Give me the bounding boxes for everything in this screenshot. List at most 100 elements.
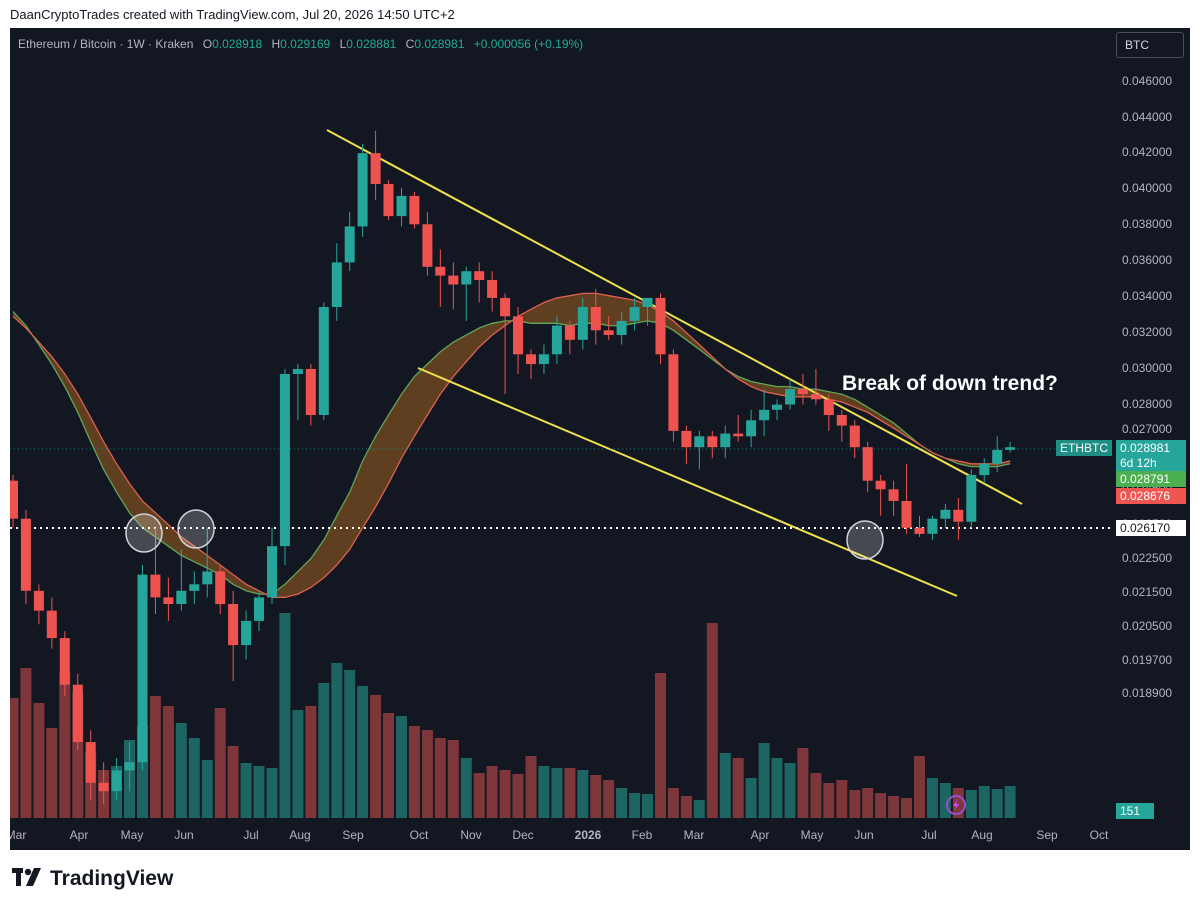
candle bbox=[241, 610, 252, 660]
time-tick-label: Dec bbox=[512, 828, 533, 842]
ticker-tag: ETHBTC bbox=[1056, 440, 1112, 456]
volume-bars bbox=[10, 613, 1016, 818]
volume-bar bbox=[784, 763, 796, 818]
currency-button[interactable]: BTC bbox=[1116, 32, 1184, 58]
volume-bar bbox=[149, 696, 161, 818]
highlight-circles bbox=[125, 509, 884, 560]
trendlines[interactable] bbox=[326, 129, 1023, 597]
chart-canvas[interactable]: 0.046000 0.044000 0.042000 0.040000 0.038000… bbox=[10, 28, 1190, 850]
volume-bar bbox=[201, 760, 213, 818]
candle bbox=[10, 475, 18, 528]
volume-bar bbox=[46, 728, 58, 818]
time-tick-label: Aug bbox=[289, 828, 310, 842]
change-value: +0.000056 (+0.19%) bbox=[473, 37, 584, 51]
volume-bar bbox=[1004, 786, 1016, 818]
candle bbox=[111, 758, 122, 800]
volume-bar bbox=[797, 748, 809, 818]
candle bbox=[694, 430, 705, 470]
time-tick-label: Oct bbox=[1090, 828, 1109, 842]
volume-bar bbox=[499, 770, 511, 818]
volume-bar bbox=[810, 773, 822, 818]
volume-bar bbox=[188, 738, 200, 818]
candle bbox=[461, 266, 472, 321]
price-tick-label: 0.022500 bbox=[1122, 551, 1172, 565]
volume-bar bbox=[590, 775, 602, 818]
candle bbox=[33, 584, 44, 625]
candle bbox=[85, 730, 96, 800]
high-value: 0.029169 bbox=[280, 37, 331, 51]
price-tick-label: 0.044000 bbox=[1122, 110, 1172, 124]
volume-bar bbox=[331, 663, 343, 818]
lower-trendline[interactable] bbox=[417, 367, 958, 597]
volume-bar bbox=[370, 695, 382, 818]
volume-bar bbox=[434, 738, 446, 818]
time-tick-label: Jun bbox=[174, 828, 193, 842]
alert-icon[interactable] bbox=[946, 795, 966, 815]
candle bbox=[642, 297, 653, 326]
volume-bar bbox=[862, 788, 874, 818]
volume-bar bbox=[292, 710, 304, 818]
symbol-name[interactable]: Ethereum / Bitcoin · 1W · Kraken bbox=[18, 37, 194, 51]
volume-bar bbox=[680, 796, 692, 818]
volume-bar bbox=[693, 800, 705, 818]
time-tick-label: Sep bbox=[342, 828, 364, 842]
volume-bar bbox=[706, 623, 718, 818]
volume-bar bbox=[719, 753, 731, 818]
volume-bar bbox=[408, 726, 420, 818]
volume-bar bbox=[603, 780, 615, 818]
candle bbox=[513, 307, 523, 374]
volume-bar bbox=[240, 763, 252, 818]
volume-bar bbox=[137, 726, 148, 818]
support-price-tag: 0.026170 bbox=[1116, 520, 1186, 536]
candle bbox=[810, 369, 821, 405]
candle bbox=[875, 475, 886, 516]
candle bbox=[150, 527, 161, 615]
chart-annotation[interactable]: Break of down trend? bbox=[842, 372, 1058, 395]
volume-bar bbox=[396, 716, 407, 818]
candle bbox=[720, 425, 731, 459]
candle bbox=[707, 430, 718, 459]
footer-bar: TradingView bbox=[0, 850, 1200, 909]
volume-bar bbox=[473, 773, 485, 818]
candle bbox=[72, 673, 83, 751]
volume-bar bbox=[823, 783, 835, 818]
candle bbox=[733, 415, 744, 442]
time-tick-label: Jul bbox=[921, 828, 936, 842]
time-tick-label: Feb bbox=[632, 828, 653, 842]
time-tick-label: Apr bbox=[70, 828, 89, 842]
candle bbox=[629, 297, 640, 331]
candle bbox=[370, 130, 381, 200]
price-axis[interactable]: 0.046000 0.044000 0.042000 0.040000 0.038000… bbox=[1122, 74, 1172, 700]
volume-bar bbox=[344, 670, 356, 818]
candle bbox=[422, 212, 433, 276]
volume-bar bbox=[512, 774, 524, 818]
candle bbox=[785, 379, 795, 410]
volume-bar bbox=[59, 673, 71, 818]
time-axis[interactable]: Mar Apr May Jun Jul Aug Sep Oct Nov Dec 2026 Feb Mar… bbox=[10, 828, 1109, 842]
volume-bar bbox=[525, 756, 537, 818]
price-tick-label: 0.038000 bbox=[1122, 217, 1172, 231]
time-tick-label: Oct bbox=[410, 828, 429, 842]
price-tick-label: 0.034000 bbox=[1122, 289, 1172, 303]
volume-bar bbox=[965, 790, 977, 818]
candle bbox=[176, 549, 187, 611]
price-tick-label: 0.028000 bbox=[1122, 397, 1172, 411]
candle bbox=[59, 631, 70, 696]
volume-bar bbox=[616, 788, 628, 818]
volume-bar bbox=[991, 789, 1003, 818]
time-tick-label: 2026 bbox=[575, 828, 602, 842]
price-tick-label: 0.019700 bbox=[1122, 653, 1172, 667]
highlight-circle-3 bbox=[846, 520, 884, 560]
brand-name: TradingView bbox=[50, 867, 174, 890]
time-tick-label: Apr bbox=[751, 828, 770, 842]
candle bbox=[448, 262, 459, 310]
volume-bar bbox=[214, 708, 226, 818]
candle bbox=[759, 389, 770, 437]
volume-bar bbox=[421, 730, 433, 818]
price-tick-label: 0.018900 bbox=[1122, 686, 1172, 700]
candle bbox=[305, 364, 316, 426]
volume-bar bbox=[901, 798, 912, 818]
chart-panel[interactable]: 0.046000 0.044000 0.042000 0.040000 0.038000… bbox=[10, 28, 1190, 850]
candle bbox=[383, 180, 394, 221]
upper-trendline[interactable] bbox=[326, 129, 1023, 505]
